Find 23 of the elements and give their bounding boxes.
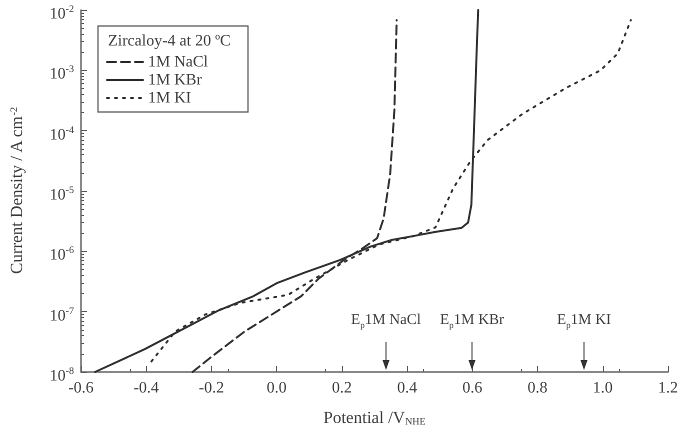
legend-label: 1M NaCl (148, 54, 209, 70)
y-axis-title: Current Density / A cm-2 (7, 107, 26, 274)
x-tick-label: 1.2 (658, 380, 678, 396)
x-tick-label: 1.0 (592, 380, 613, 396)
x-tick-label: 0.2 (332, 380, 352, 396)
y-tick-label: 10$^{-2}$ (50, 3, 74, 24)
legend-label: 1M KBr (148, 72, 202, 88)
x-tick-label: 0.8 (528, 380, 548, 396)
y-tick-label: 10$^{-7}$ (50, 304, 74, 325)
x-tick-label: 0.6 (462, 380, 482, 396)
legend-label: 1M KI (148, 90, 192, 106)
annotation: E$_{p}$1M NaCl (351, 312, 421, 330)
y-tick-label: 10$^{-5}$ (50, 184, 74, 204)
y-tick-label: 10$^{-6}$ (50, 244, 74, 265)
legend-title: Zircaloy-4 at 20 ºC (108, 32, 231, 50)
x-tick-label: -0.4 (134, 380, 159, 396)
x-tick-label: 0.0 (266, 380, 287, 396)
annotation: E$_{p}$1M KBr (440, 312, 504, 330)
y-tick-label: 10$^{-3}$ (50, 63, 74, 84)
y-tick-label: 10$^{-4}$ (50, 124, 74, 144)
x-tick-label: 0.4 (397, 380, 418, 396)
annotation: E$_{p}$1M KI (556, 312, 612, 330)
x-tick-label: -0.2 (198, 380, 224, 396)
